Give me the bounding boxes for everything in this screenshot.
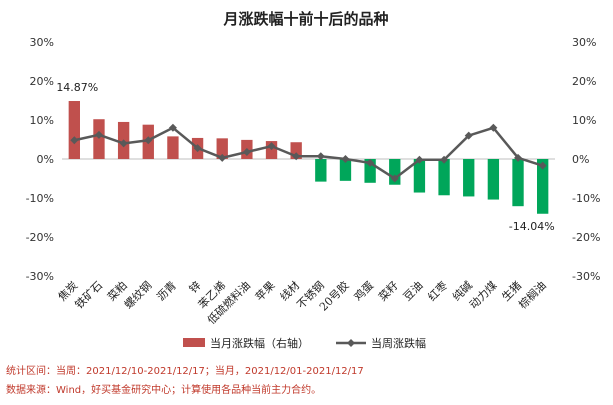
line-point-菜籽 xyxy=(390,174,399,183)
right-tick-label: -20% xyxy=(572,231,600,244)
left-axis-ticks: -30% -20% -10% 0% 10% 20% 30% xyxy=(26,36,54,283)
line-point-苯乙烯 xyxy=(218,153,227,162)
bar-20号胶 xyxy=(339,159,352,181)
line-point-螺纹钢 xyxy=(144,136,153,145)
right-tick-label: 0% xyxy=(572,153,589,166)
footnote-source: 数据来源：Wind，好买基金研究中心；计算使用各品种当前主力合约。 xyxy=(6,385,322,396)
category-label: 动力煤 xyxy=(467,279,500,312)
left-tick-label: 10% xyxy=(30,114,54,127)
right-tick-label: 10% xyxy=(572,114,596,127)
line-point-生猪 xyxy=(514,153,523,162)
category-label: 螺纹钢 xyxy=(121,278,154,311)
bar-动力煤 xyxy=(487,159,500,200)
left-tick-label: 0% xyxy=(37,153,54,166)
line-point-沥青 xyxy=(168,123,177,132)
left-tick-label: -10% xyxy=(26,192,54,205)
right-tick-label: 30% xyxy=(572,36,596,49)
category-label: 棕榈油 xyxy=(516,278,549,311)
bar-生猪 xyxy=(512,159,524,207)
line-point-不锈钢 xyxy=(316,152,325,161)
line-series xyxy=(70,123,547,183)
footnote-period: 统计区间：当周：2021/12/10-2021/12/17；当月，2021/12… xyxy=(6,366,364,377)
category-label: 鸡蛋 xyxy=(351,278,376,303)
line-point-线材 xyxy=(292,152,301,161)
line-point-焦炭 xyxy=(70,136,79,145)
left-tick-label: -20% xyxy=(26,231,54,244)
bar-菜籽 xyxy=(389,159,401,185)
line-point-红枣 xyxy=(440,155,449,164)
chart-title: 月涨跌幅十前十后的品种 xyxy=(222,10,388,28)
line-path xyxy=(74,126,544,181)
category-label: 菜籽 xyxy=(376,279,401,304)
line-point-低硫燃料油 xyxy=(242,147,251,156)
category-label: 锌 xyxy=(186,278,204,296)
line-point-20号胶 xyxy=(341,155,350,163)
bar-棕榈油 xyxy=(537,159,549,214)
bar-沥青 xyxy=(167,136,179,159)
category-label: 苹果 xyxy=(252,278,277,303)
bar-纯碱 xyxy=(463,159,475,197)
chart-canvas: 月涨跌幅十前十后的品种 -30% -20% -10% 0% 10% 20% 30% -30%… xyxy=(26,10,601,350)
line-point-菜粕 xyxy=(119,139,128,148)
right-tick-label: -10% xyxy=(572,192,600,205)
data-label-min: -14.04% xyxy=(509,220,555,233)
legend-bar-swatch xyxy=(183,338,205,347)
left-tick-label: -30% xyxy=(26,270,54,283)
line-point-动力煤 xyxy=(489,123,498,132)
category-label: 沥青 xyxy=(154,279,179,304)
bar-铁矿石 xyxy=(93,119,105,159)
line-point-鸡蛋 xyxy=(366,158,375,167)
legend: 当月涨跌幅（右轴） 当周涨跌幅 xyxy=(183,336,426,350)
category-label: 铁矿石 xyxy=(73,279,106,312)
bar-苯乙烯 xyxy=(216,138,228,159)
legend-bar-label: 当月涨跌幅（右轴） xyxy=(210,336,309,350)
line-point-锌 xyxy=(193,144,202,153)
line-point-苹果 xyxy=(267,142,276,151)
legend-line-label: 当周涨跌幅 xyxy=(371,336,426,350)
bar-不锈钢 xyxy=(315,159,327,182)
bar-线材 xyxy=(290,142,302,159)
category-label: 红枣 xyxy=(425,279,450,304)
line-point-棕榈油 xyxy=(538,161,547,170)
right-tick-label: -30% xyxy=(572,270,600,283)
left-tick-label: 30% xyxy=(30,36,54,49)
data-labels: 14.87% -14.04% xyxy=(56,81,554,233)
category-label: 豆油 xyxy=(400,278,425,303)
line-point-豆油 xyxy=(415,155,424,164)
bar-豆油 xyxy=(413,159,426,193)
legend-line-marker xyxy=(347,339,355,347)
right-axis-ticks: -30% -20% -10% 0% 10% 20% 30% xyxy=(572,36,600,283)
line-point-铁矿石 xyxy=(94,130,103,139)
left-tick-label: 20% xyxy=(30,75,54,88)
right-tick-label: 20% xyxy=(572,75,596,88)
bar-鸡蛋 xyxy=(364,159,376,183)
bar-焦炭 xyxy=(68,101,80,159)
bar-红枣 xyxy=(438,159,450,196)
line-point-纯碱 xyxy=(464,131,473,140)
data-label-max: 14.87% xyxy=(56,81,98,94)
